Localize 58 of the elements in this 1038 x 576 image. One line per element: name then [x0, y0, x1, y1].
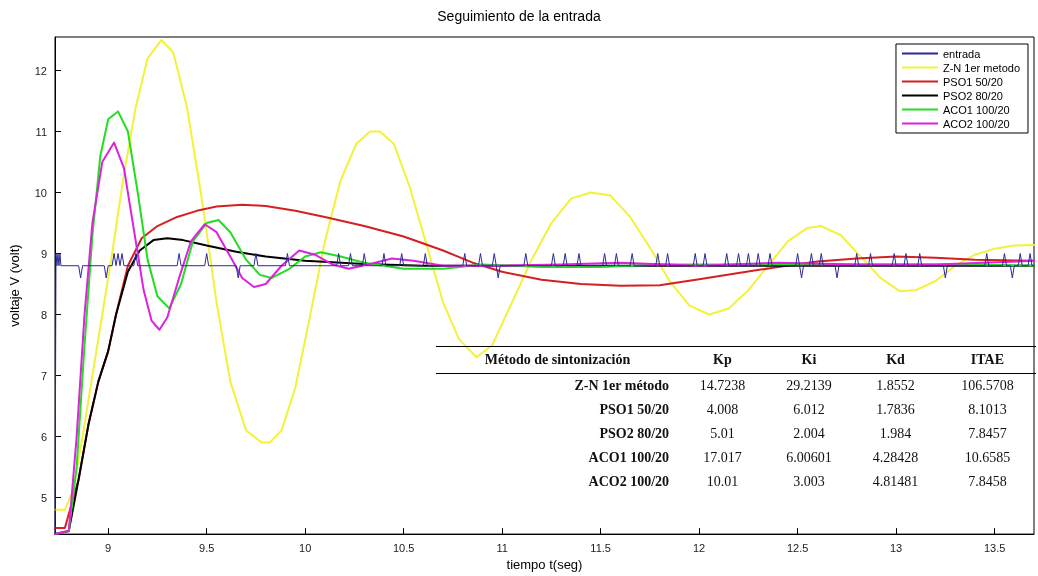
category-label: PSO1 50/20	[599, 402, 670, 417]
y-tick-label: 5	[40, 491, 47, 504]
x-tick-label: 12	[693, 541, 706, 554]
x-tick-label: 10.5	[392, 541, 415, 554]
y-axis-title: voltaje V (volt)	[7, 244, 22, 327]
category-label: Kp	[679, 346, 766, 374]
y-tick-label: 11	[35, 125, 47, 138]
category-label: ACO1 100/20	[588, 450, 670, 465]
text: 1.7836	[876, 402, 915, 417]
category-label: ACO2 100/20	[588, 474, 670, 489]
category-label: Z-N 1er método	[574, 378, 670, 393]
x-tick-label: 10	[299, 541, 312, 554]
x-tick-label: 13	[889, 541, 903, 554]
text: 14.7238	[699, 378, 746, 393]
x-tick-label: 9.5	[199, 541, 215, 554]
chart-title: Seguimiento de la entrada	[437, 8, 601, 24]
legend-label: PSO1 50/20	[942, 75, 1003, 88]
line-series	[54, 39, 1035, 511]
text: 106.5708	[961, 378, 1014, 393]
y-tick-label: 12	[34, 64, 47, 77]
text: 1.984	[879, 426, 912, 441]
text: 3.003	[793, 474, 825, 489]
text: 6.012	[793, 402, 825, 417]
text: 7.8457	[968, 426, 1007, 441]
text: 5.01	[710, 426, 735, 441]
y-tick-label: 10	[34, 186, 47, 199]
y-tick-label: 7	[40, 369, 47, 382]
text: 10.01	[706, 474, 739, 489]
category-label: Método de sintonización	[436, 346, 680, 374]
legend-label: ACO1 100/20	[942, 103, 1010, 116]
x-tick-label: 13.5	[983, 541, 1006, 554]
text: 7.8458	[968, 474, 1007, 489]
x-tick-label: 11	[496, 541, 508, 554]
text: 17.017	[703, 450, 742, 465]
text: 4.28428	[872, 450, 919, 465]
text: 8.1013	[968, 402, 1007, 417]
legend-label: entrada	[942, 47, 982, 60]
x-tick-label: 9	[105, 541, 112, 554]
y-tick-label: 6	[40, 430, 47, 443]
legend-label: PSO2 80/20	[942, 89, 1003, 102]
x-tick-label: 12.5	[786, 541, 809, 554]
text: 1.8552	[876, 378, 915, 393]
category-label: ITAE	[938, 346, 1036, 374]
text: 29.2139	[786, 378, 832, 393]
text: 4.81481	[872, 474, 919, 489]
category-label: PSO2 80/20	[599, 426, 670, 441]
category-label: Kd	[852, 346, 939, 374]
y-tick-label: 9	[40, 247, 47, 260]
y-tick-label: 8	[40, 308, 47, 321]
category-label: Ki	[765, 346, 853, 374]
legend-label: Z-N 1er metodo	[942, 61, 1020, 74]
text: 10.6585	[964, 450, 1011, 465]
text: 4.008	[706, 402, 739, 417]
text: 6.00601	[786, 450, 832, 465]
text: 2.004	[793, 426, 825, 441]
x-tick-label: 11.5	[590, 541, 611, 554]
legend-label: ACO2 100/20	[942, 117, 1010, 130]
x-axis-title: tiempo t(seg)	[506, 557, 583, 572]
